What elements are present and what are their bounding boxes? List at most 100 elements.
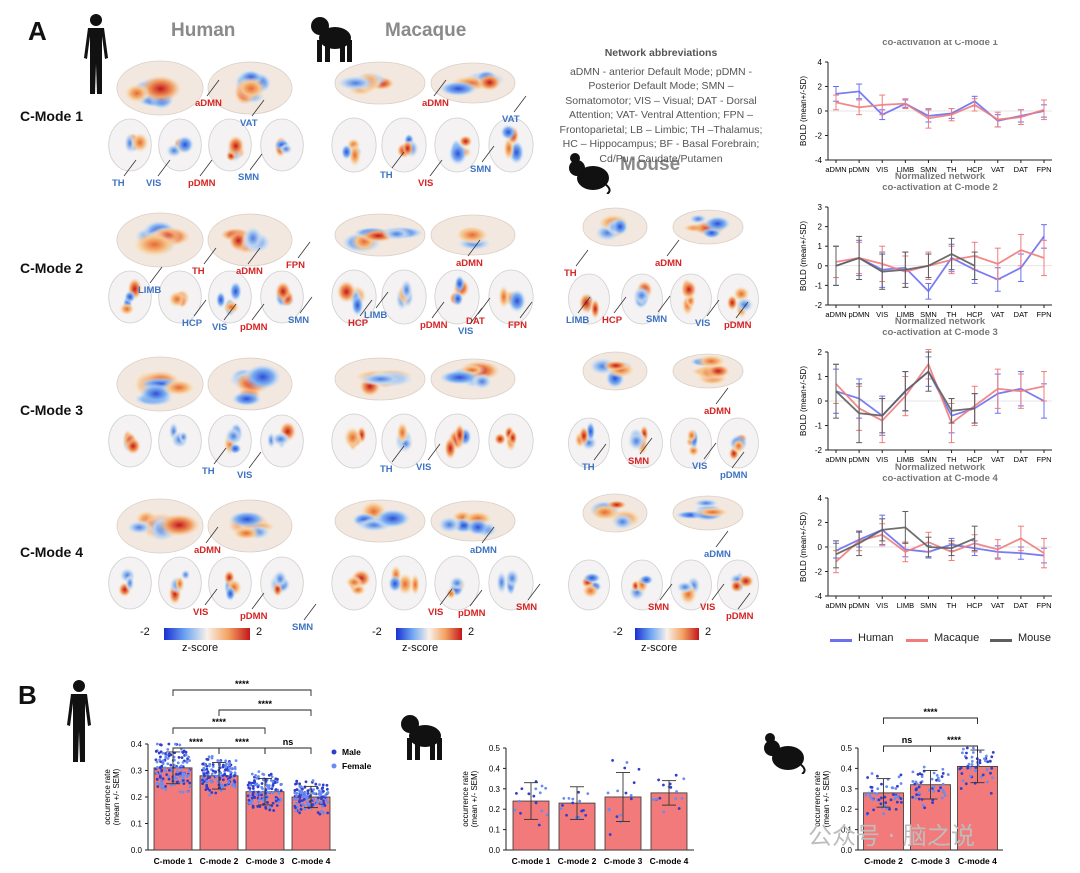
activation-blob bbox=[454, 225, 490, 245]
data-point bbox=[883, 795, 887, 799]
activation-blob bbox=[125, 574, 135, 592]
data-point bbox=[936, 776, 940, 780]
data-point bbox=[625, 761, 629, 764]
data-point bbox=[559, 807, 563, 811]
network-label: aDMN bbox=[194, 545, 221, 556]
data-point bbox=[534, 787, 538, 791]
data-point bbox=[303, 791, 307, 795]
leader-line bbox=[519, 301, 533, 319]
y-tick-label: -2 bbox=[815, 301, 823, 310]
data-point bbox=[867, 791, 871, 795]
data-point bbox=[959, 787, 963, 790]
data-point bbox=[651, 798, 655, 801]
data-point bbox=[932, 789, 936, 793]
y-tick-label: -2 bbox=[815, 132, 823, 141]
network-label: pDMN bbox=[188, 178, 216, 189]
legend-swatch-human bbox=[830, 639, 852, 642]
axial-slice bbox=[208, 270, 252, 324]
activation-blob bbox=[123, 83, 151, 104]
panel-a-letter: A bbox=[28, 16, 47, 46]
activation-blob bbox=[242, 225, 264, 252]
leader-line bbox=[477, 297, 491, 315]
leader-line bbox=[659, 583, 673, 601]
data-point bbox=[562, 796, 566, 800]
series-line-mouse bbox=[835, 370, 975, 417]
data-point bbox=[158, 758, 161, 762]
y-tick-label: 0.2 bbox=[131, 793, 143, 802]
data-point bbox=[669, 785, 673, 789]
data-point bbox=[326, 800, 330, 804]
data-point bbox=[205, 767, 209, 771]
data-point bbox=[251, 790, 255, 794]
data-point bbox=[970, 763, 974, 766]
data-point bbox=[873, 791, 877, 795]
significance-bracket bbox=[218, 747, 266, 754]
activation-blob bbox=[229, 280, 243, 302]
x-tick-label: VAT bbox=[991, 601, 1005, 610]
network-label: SMN bbox=[648, 602, 669, 613]
colorbar-max: 2 bbox=[256, 626, 263, 638]
data-point bbox=[227, 781, 231, 784]
data-point bbox=[899, 797, 903, 800]
activation-blob bbox=[437, 369, 482, 386]
data-point bbox=[305, 796, 309, 800]
data-point bbox=[527, 792, 531, 796]
y-tick-label: 0.4 bbox=[841, 764, 853, 773]
data-point bbox=[161, 759, 165, 763]
data-point bbox=[167, 768, 171, 772]
data-point bbox=[978, 759, 982, 762]
activation-blob bbox=[274, 280, 292, 303]
data-point bbox=[224, 765, 228, 769]
macaque-silhouette-icon bbox=[311, 17, 352, 62]
data-point bbox=[232, 774, 236, 778]
activation-blob bbox=[680, 279, 698, 300]
leader-line bbox=[248, 451, 262, 469]
chart-title: co-activation at C-mode 1 bbox=[882, 40, 998, 48]
network-label: SMN bbox=[288, 315, 309, 326]
data-point bbox=[899, 782, 903, 785]
data-point bbox=[182, 749, 186, 753]
activation-blob bbox=[686, 428, 697, 443]
data-point bbox=[185, 760, 189, 764]
data-point bbox=[930, 777, 934, 781]
mouse-silhouette-icon bbox=[569, 153, 611, 194]
x-tick-label: VIS bbox=[876, 601, 888, 610]
data-point bbox=[262, 773, 266, 776]
x-tick-label: VIS bbox=[876, 165, 888, 174]
activation-blob bbox=[156, 512, 202, 538]
data-point bbox=[203, 774, 206, 778]
data-point bbox=[221, 763, 225, 767]
network-label: aDMN bbox=[422, 98, 449, 109]
leader-line bbox=[703, 442, 717, 460]
activation-blob bbox=[351, 294, 364, 317]
data-point bbox=[969, 774, 972, 778]
data-point bbox=[295, 788, 299, 792]
data-point bbox=[299, 791, 303, 795]
data-point bbox=[262, 778, 266, 782]
data-point bbox=[629, 797, 633, 801]
y-tick-label: -2 bbox=[815, 568, 823, 577]
legend-label-female: Female bbox=[342, 761, 372, 771]
activation-blob bbox=[606, 500, 628, 510]
data-point bbox=[168, 752, 171, 756]
data-point bbox=[966, 765, 970, 768]
data-point bbox=[181, 773, 185, 777]
y-tick-label: -1 bbox=[815, 422, 823, 431]
data-point bbox=[875, 774, 879, 778]
data-point bbox=[619, 813, 623, 817]
colorbar-max: 2 bbox=[468, 626, 475, 638]
data-point bbox=[315, 801, 319, 805]
activation-blob bbox=[131, 231, 179, 258]
data-point bbox=[229, 770, 233, 774]
x-tick-label: C-mode 1 bbox=[512, 856, 551, 866]
data-point bbox=[304, 780, 308, 784]
data-point bbox=[914, 780, 918, 784]
data-point bbox=[264, 805, 268, 809]
data-point bbox=[293, 789, 297, 792]
data-point bbox=[674, 797, 678, 801]
x-tick-label: VAT bbox=[991, 165, 1005, 174]
chart-title: Normalized network bbox=[895, 462, 986, 473]
data-point bbox=[220, 783, 224, 787]
data-point bbox=[169, 783, 173, 787]
leader-line bbox=[391, 151, 405, 169]
